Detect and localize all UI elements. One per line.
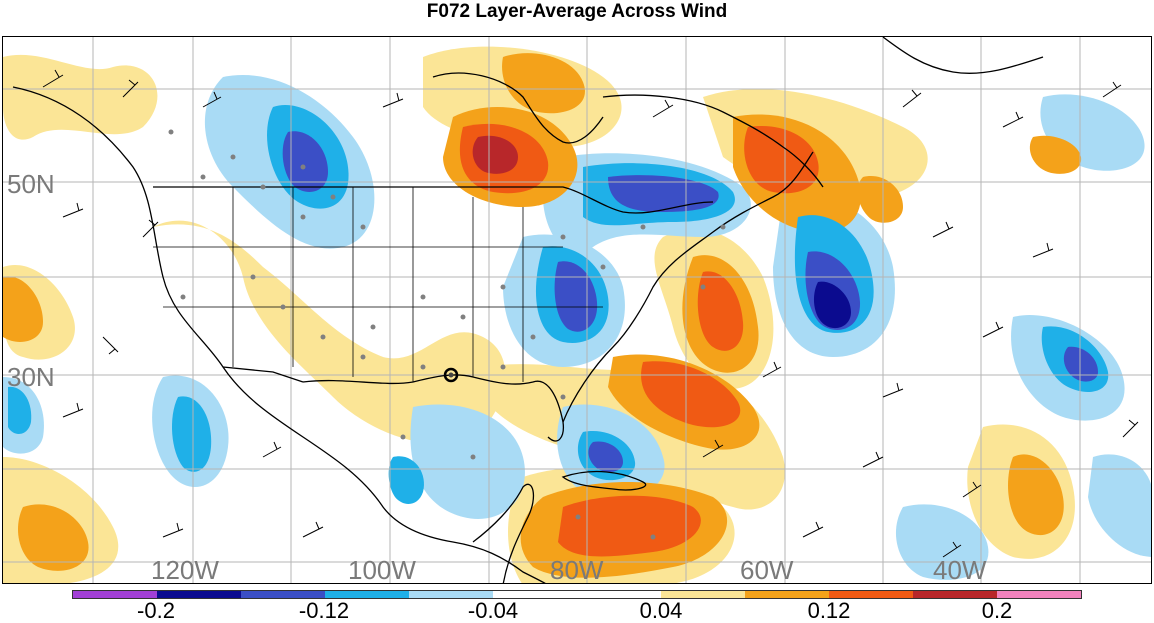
shade-positive: [1008, 454, 1064, 536]
colorbar-tick-label: -0.04: [467, 598, 519, 623]
colorbar-segment: [157, 591, 241, 598]
state-borders: [153, 187, 603, 382]
shade-mid-positive: [558, 495, 701, 557]
colorbar-segment: [997, 591, 1081, 598]
colorbar-segment: [241, 591, 325, 598]
coastlines: [12, 37, 1044, 583]
lon-label-120w: 120W: [151, 555, 219, 584]
colorbar-tick-label: 0.12: [807, 598, 851, 623]
shade-positive: [18, 504, 89, 571]
colorbar-segment: [829, 591, 913, 598]
map-canvas: [3, 37, 1151, 583]
colorbar-segment: [409, 591, 493, 598]
shade-positive: [502, 53, 585, 114]
colorbar: [72, 590, 1082, 599]
colorbar-segment: [745, 591, 829, 598]
shade-negative: [608, 175, 719, 212]
coast-east: [562, 151, 814, 423]
lon-label-60w: 60W: [740, 555, 794, 584]
lon-label-40w: 40W: [933, 555, 987, 584]
border-us-canada: [153, 186, 714, 214]
border-us-mexico: [222, 366, 304, 383]
map-panel: 50N 30N 120W 100W 80W 60W 40W: [2, 36, 1152, 584]
coast-gulf: [302, 374, 564, 442]
shade-strong-positive: [472, 135, 518, 174]
shade-mid-negative: [171, 396, 212, 472]
field-shading: [3, 46, 1151, 583]
shade-negative: [1063, 346, 1098, 382]
colorbar-segment: [661, 591, 745, 598]
shade-mid-positive: [641, 361, 741, 428]
shade-weak-negative: [1088, 454, 1151, 557]
coast-west: [12, 86, 546, 583]
shade-weak-positive: [3, 54, 158, 140]
shade-mid-positive: [744, 126, 819, 194]
highlight-station-marker: [443, 367, 459, 383]
shade-weak-positive: [153, 220, 506, 444]
colorbar-segment: [325, 591, 409, 598]
colorbar-segment: [73, 591, 157, 598]
colorbar-segment: [913, 591, 997, 598]
shade-positive: [1029, 135, 1082, 174]
colorbar-tick-label: 0.2: [981, 598, 1013, 623]
shade-mid-negative: [388, 456, 424, 504]
shade-negative: [588, 441, 623, 473]
coast-canada-east: [602, 94, 824, 188]
shade-negative: [282, 131, 328, 192]
shade-positive: [857, 176, 903, 223]
colorbar-tick-label: -0.12: [298, 598, 350, 623]
shade-mid-positive: [697, 271, 744, 351]
shade-weak-negative: [410, 404, 525, 519]
coast-greenland: [882, 37, 1044, 74]
colorbar-tick-label: -0.2: [137, 598, 175, 623]
coast-hudson: [432, 72, 604, 144]
graticule: [3, 37, 1151, 583]
coast-central-america: [472, 483, 535, 583]
colorbar-segment: [577, 591, 661, 598]
shade-positive: [3, 276, 43, 342]
coast-cuba: [561, 470, 647, 491]
colorbar-tick-label: 0.04: [639, 598, 683, 623]
shade-weak-negative: [895, 504, 989, 580]
shade-strong-negative: [813, 281, 851, 329]
shade-mid-negative: [8, 386, 32, 434]
lon-label-80w: 80W: [550, 555, 604, 584]
wind-barbs: [42, 69, 1139, 558]
colorbar-segment: [493, 591, 577, 598]
map-title: F072 Layer-Average Across Wind: [426, 1, 728, 22]
lat-label-50n: 50N: [7, 169, 55, 199]
lon-label-100w: 100W: [348, 555, 416, 584]
lat-label-30n: 30N: [7, 362, 55, 392]
station-dots: [168, 129, 726, 540]
